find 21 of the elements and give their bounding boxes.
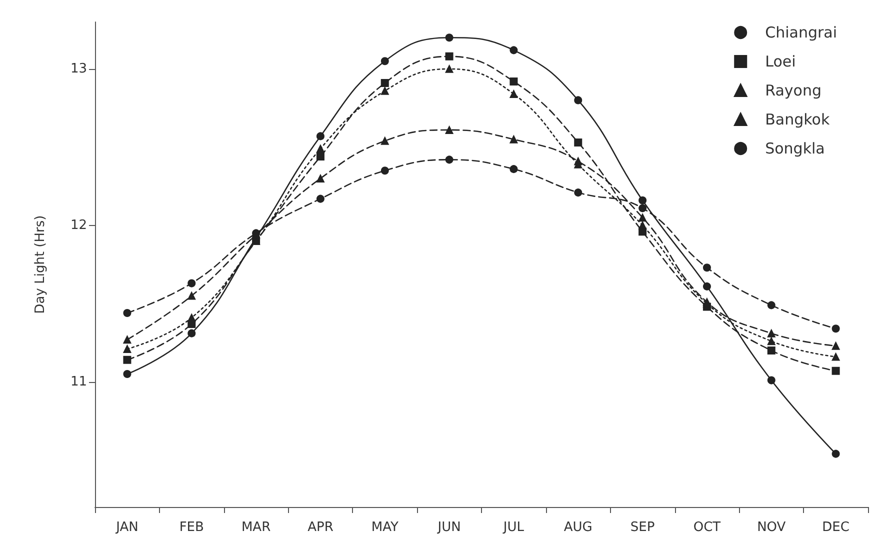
y-axis-title: Day Light (Hrs)	[33, 215, 48, 314]
x-tick-label: JUL	[502, 520, 525, 535]
x-tick-label: JAN	[115, 520, 138, 535]
legend-label: Bangkok	[765, 110, 830, 128]
x-tick-label: APR	[308, 520, 334, 535]
x-tick-label: AUG	[564, 520, 592, 535]
x-tick-label: MAR	[241, 520, 271, 535]
y-tick-label: 13	[70, 61, 87, 76]
x-tick-label: JUN	[436, 520, 461, 535]
legend-label: Rayong	[765, 82, 822, 100]
y-tick-label: 12	[70, 218, 87, 233]
legend-label: Loei	[765, 52, 796, 70]
y-tick-label: 11	[70, 374, 87, 390]
x-tick-label: DEC	[822, 520, 850, 535]
legend-label: Songkla	[765, 140, 825, 158]
x-tick-label: SEP	[630, 520, 655, 535]
x-tick-label: NOV	[757, 520, 786, 535]
x-tick-label: MAY	[371, 520, 398, 535]
legend-label: Chiangrai	[765, 24, 838, 42]
x-tick-label: FEB	[179, 520, 204, 535]
x-tick-label: OCT	[693, 520, 721, 535]
